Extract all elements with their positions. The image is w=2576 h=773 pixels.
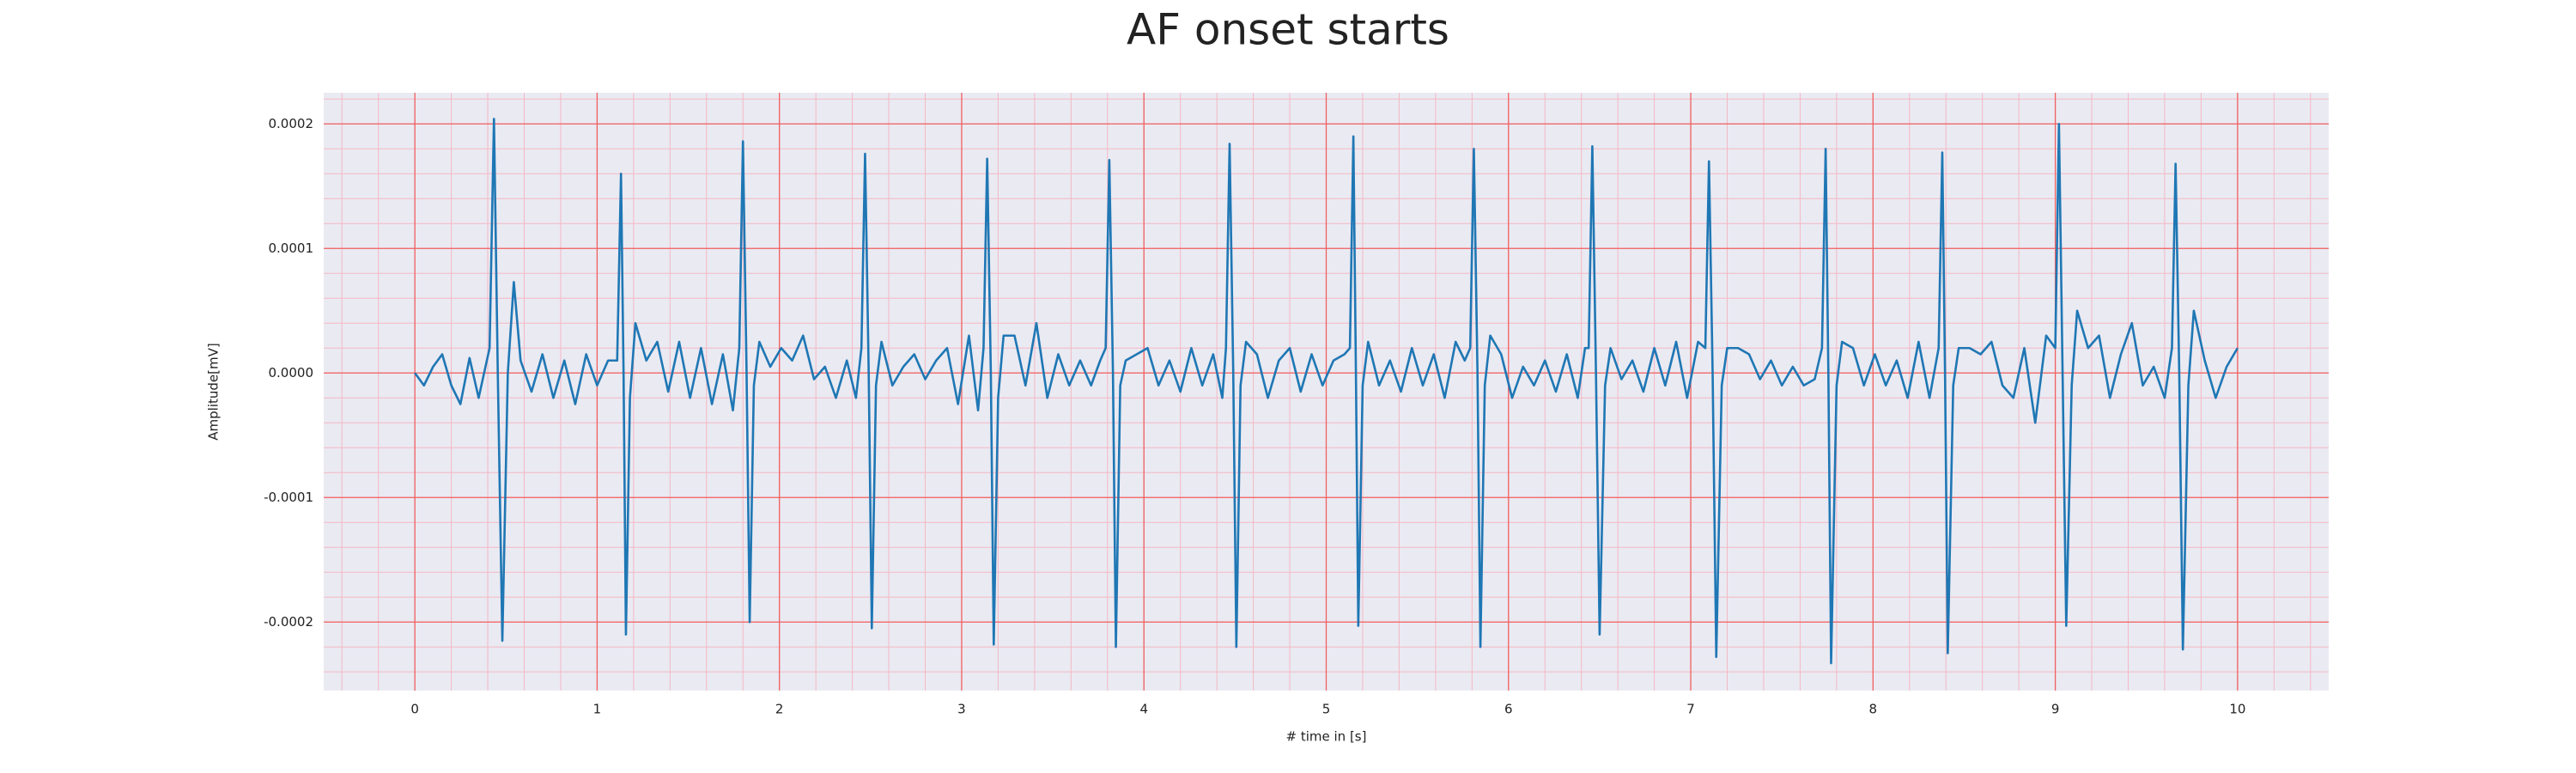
x-tick-label: 8 [1869,702,1878,717]
y-tick-label: 0.0000 [269,365,314,380]
y-tick-label: 0.0002 [269,116,314,131]
x-tick-label: 3 [957,702,966,717]
y-tick-label: -0.0001 [264,490,313,505]
y-tick-label: -0.0002 [264,614,313,630]
line-series [414,118,2239,665]
x-tick-label: 10 [2229,702,2245,717]
x-tick-label: 6 [1504,702,1513,717]
x-tick-label: 5 [1322,702,1331,717]
y-tick-label: 0.0001 [269,240,314,256]
x-tick-label: 4 [1139,702,1148,717]
x-tick-label: 2 [775,702,784,717]
x-tick-label: 0 [410,702,419,717]
x-tick-label: 1 [593,702,602,717]
chart-title: AF onset starts [1127,5,1449,55]
x-tick-label: 7 [1686,702,1695,717]
y-axis-label: Amplitude[mV] [206,343,222,440]
x-axis-label: # time in [s] [1286,729,1367,745]
x-tick-label: 9 [2051,702,2060,717]
